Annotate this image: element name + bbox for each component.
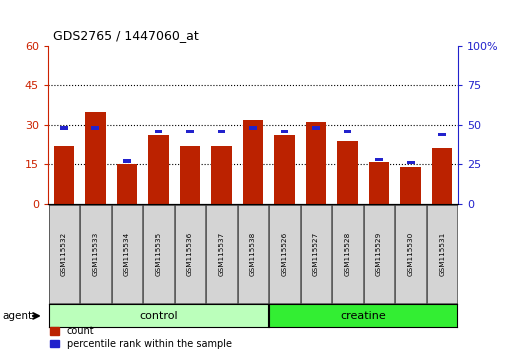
Bar <box>280 130 288 133</box>
Bar <box>154 130 162 133</box>
Bar <box>343 130 351 133</box>
Bar <box>375 158 382 161</box>
Bar <box>242 120 263 204</box>
Bar <box>406 161 414 164</box>
Bar <box>305 122 326 204</box>
Bar <box>60 126 68 130</box>
Bar <box>148 135 168 204</box>
Text: GSM115528: GSM115528 <box>344 232 350 276</box>
Bar <box>91 126 99 130</box>
Text: GSM115531: GSM115531 <box>438 232 444 276</box>
Bar <box>85 112 106 204</box>
Text: GSM115536: GSM115536 <box>186 232 192 276</box>
Text: GSM115530: GSM115530 <box>407 232 413 276</box>
Text: control: control <box>139 311 177 321</box>
Bar <box>399 167 420 204</box>
Text: GSM115534: GSM115534 <box>124 232 130 276</box>
Bar <box>117 164 137 204</box>
Text: GSM115532: GSM115532 <box>61 232 67 276</box>
Text: GSM115527: GSM115527 <box>313 232 319 276</box>
Bar <box>123 159 130 162</box>
Text: agent: agent <box>3 311 33 321</box>
Bar <box>274 135 294 204</box>
Text: creatine: creatine <box>340 311 385 321</box>
Bar <box>431 148 451 204</box>
Text: GSM115533: GSM115533 <box>92 232 98 276</box>
Text: GDS2765 / 1447060_at: GDS2765 / 1447060_at <box>53 29 198 42</box>
Bar <box>54 146 74 204</box>
Bar <box>217 130 225 133</box>
Text: GSM115526: GSM115526 <box>281 232 287 276</box>
Bar <box>186 130 193 133</box>
Bar <box>437 133 445 136</box>
Text: GSM115529: GSM115529 <box>375 232 381 276</box>
Bar <box>337 141 357 204</box>
Text: GSM115535: GSM115535 <box>155 232 161 276</box>
Text: GSM115538: GSM115538 <box>249 232 256 276</box>
Legend: count, percentile rank within the sample: count, percentile rank within the sample <box>50 326 231 349</box>
Bar <box>368 161 388 204</box>
Bar <box>248 126 257 130</box>
Bar <box>312 126 319 130</box>
Text: GSM115537: GSM115537 <box>218 232 224 276</box>
Bar <box>211 146 231 204</box>
Bar <box>179 146 200 204</box>
